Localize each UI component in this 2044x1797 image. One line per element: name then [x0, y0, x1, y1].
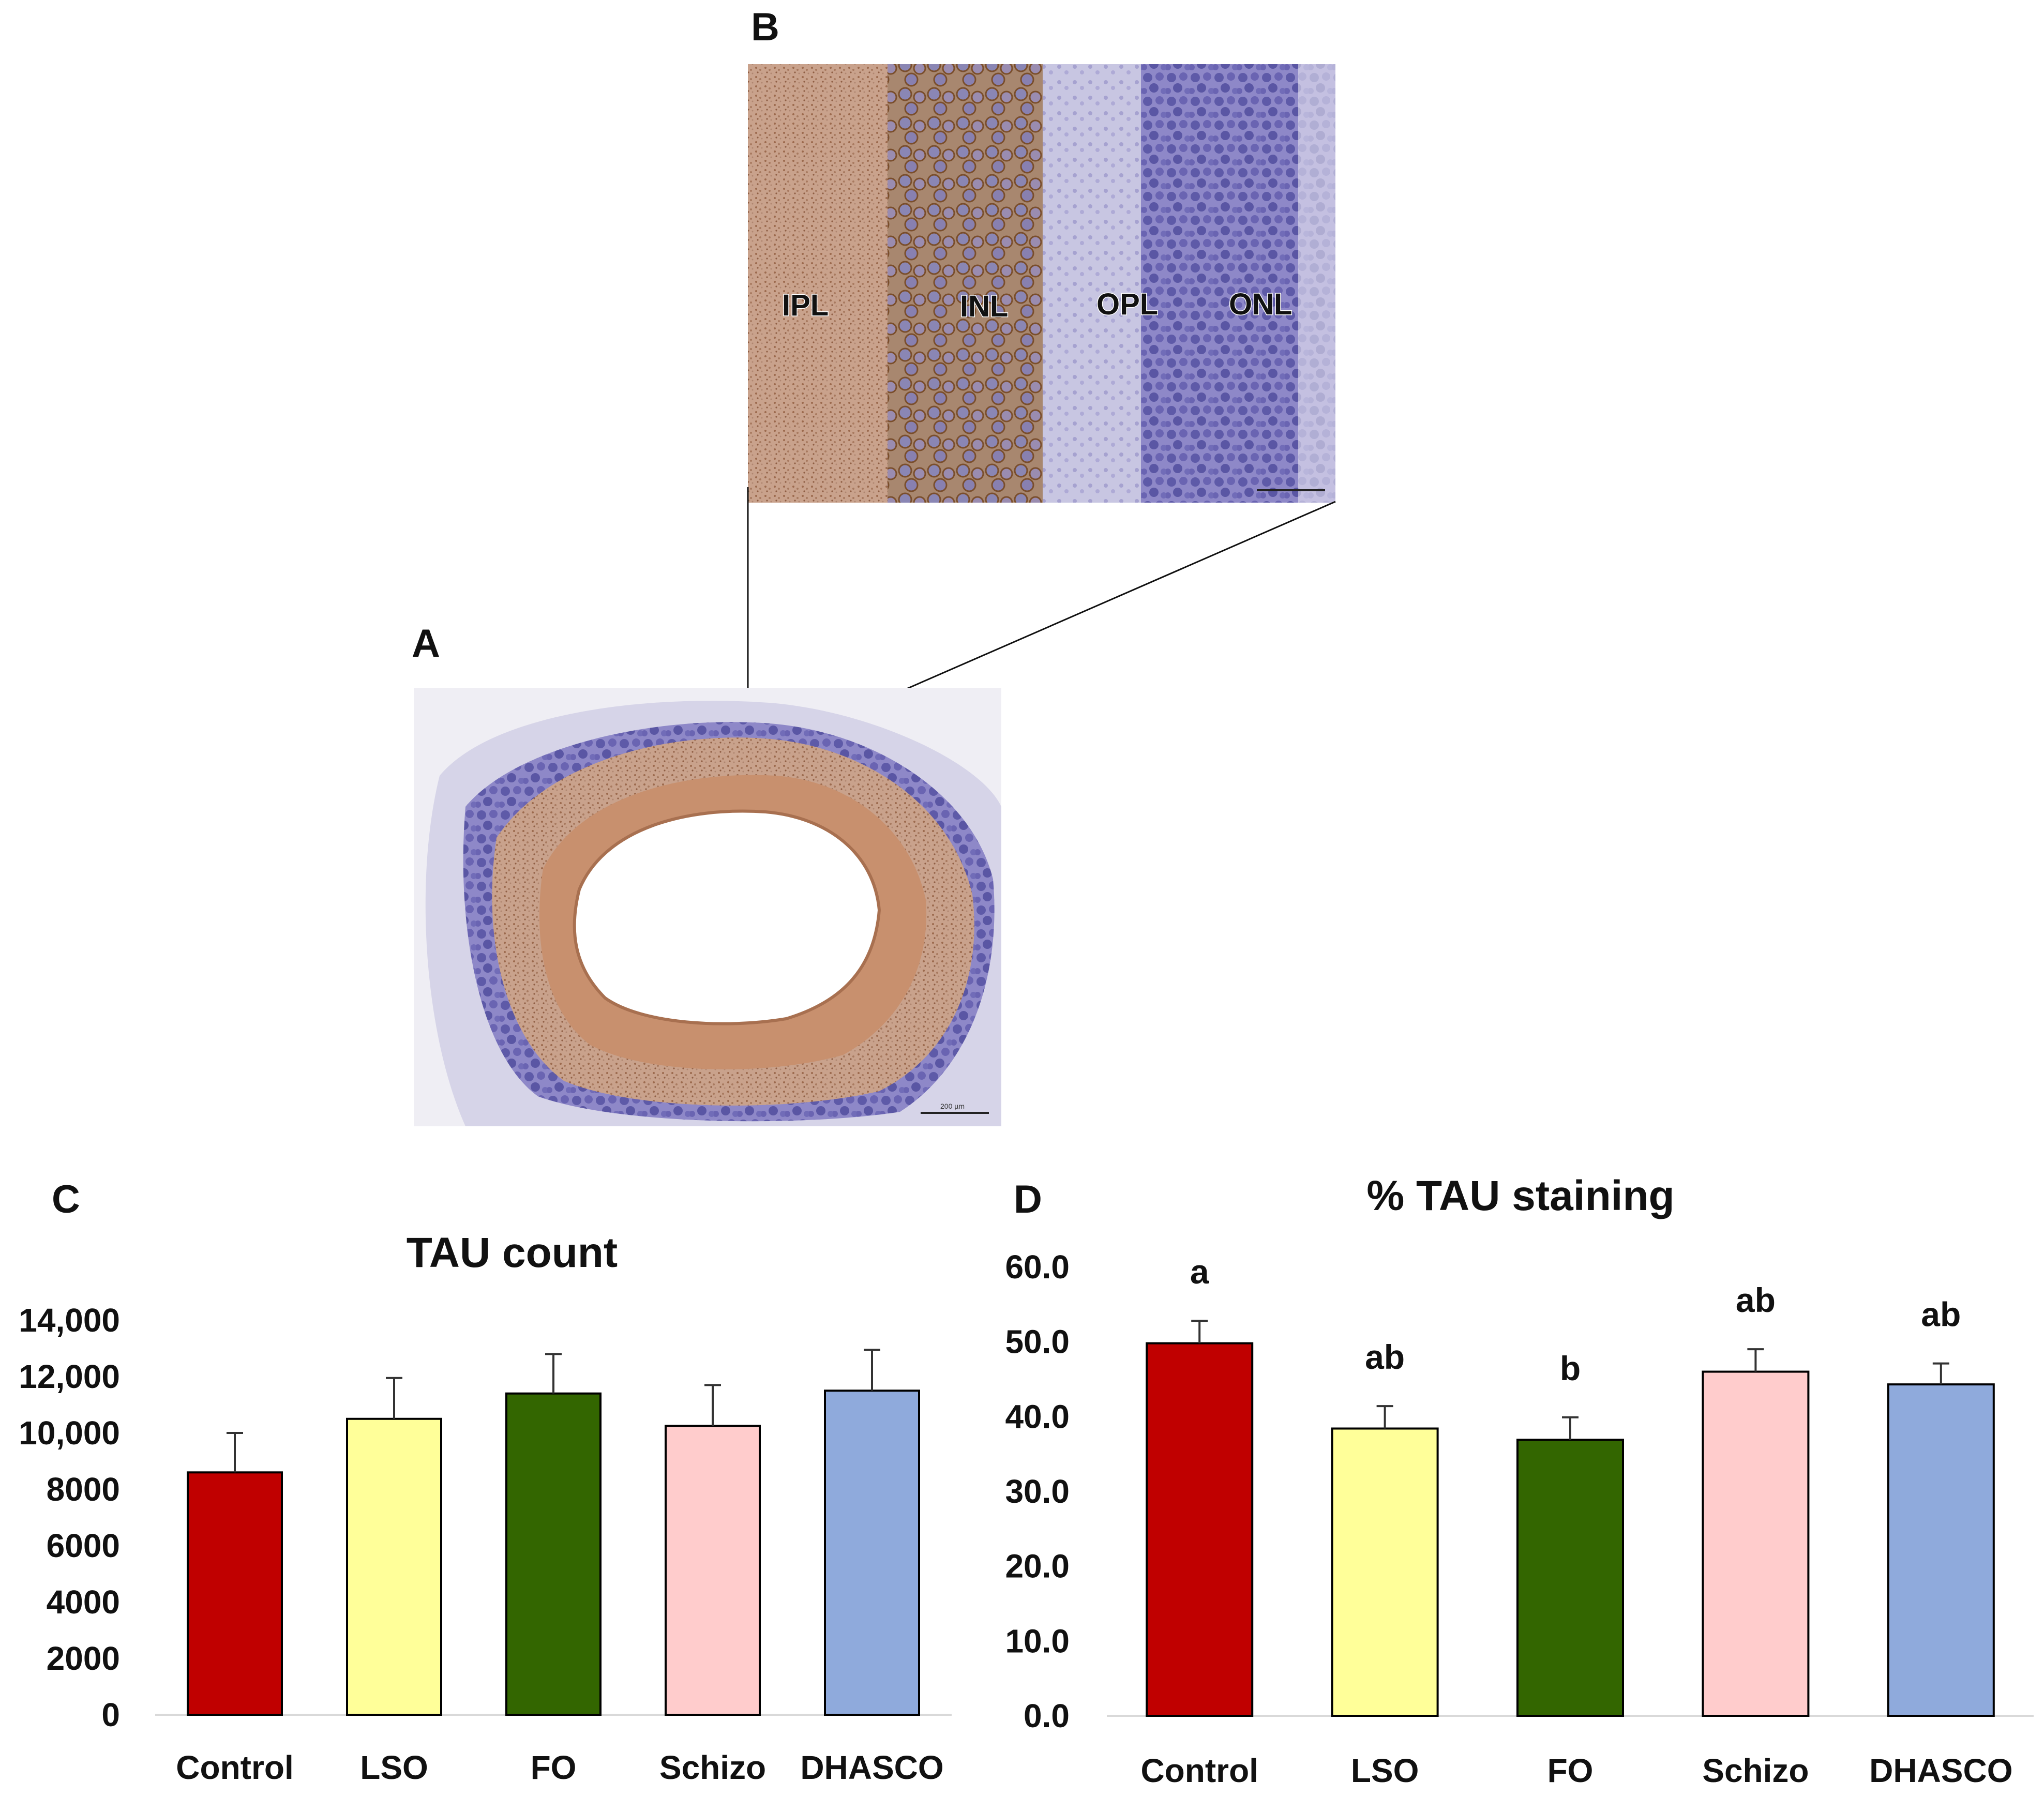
chart-c-category-label: Schizo: [659, 1749, 766, 1786]
chart-d-category-label: FO: [1547, 1752, 1594, 1789]
panel-label-a: A: [412, 622, 440, 666]
chart-c-y-tick-label: 0: [101, 1696, 120, 1733]
chart-d-category-label: LSO: [1351, 1752, 1419, 1789]
chart-d-y-tick-label: 30.0: [1005, 1473, 1070, 1510]
chart-c-bar-lso: [346, 1417, 442, 1716]
panel-label-d: D: [1014, 1177, 1042, 1221]
chart-d-category-label: Control: [1140, 1752, 1258, 1789]
chart-c-bar-control: [187, 1471, 283, 1716]
layer-label-onl: ONL: [1229, 288, 1292, 321]
chart-c-y-tick-label: 14,000: [19, 1302, 120, 1339]
panel-label-b: B: [751, 5, 779, 49]
chart-d-title: % TAU staining: [1366, 1172, 1674, 1219]
chart-c-y-tick-label: 10,000: [19, 1414, 120, 1452]
chart-c-title: TAU count: [407, 1229, 618, 1276]
chart-d-y-tick-label: 20.0: [1005, 1548, 1070, 1585]
chart-c-y-tick-label: 12,000: [19, 1358, 120, 1395]
chart-c-y-tick-label: 2000: [47, 1640, 120, 1677]
chart-c-category-label: FO: [531, 1749, 577, 1786]
chart-d-category-label: DHASCO: [1869, 1752, 2012, 1789]
chart-d-significance-label: ab: [1921, 1295, 1961, 1334]
chart-c-y-tick-label: 4000: [47, 1583, 120, 1621]
chart-d-significance-label: b: [1560, 1349, 1581, 1387]
scale-bar-a-text: 200 µm: [940, 1102, 965, 1110]
chart-c-bar-schizo: [665, 1425, 761, 1716]
layer-label-opl: OPL: [1096, 288, 1158, 321]
chart-c-y-tick-label: 6000: [47, 1527, 120, 1564]
chart-d-y-tick-label: 40.0: [1005, 1398, 1070, 1435]
chart-d-y-tick-label: 10.0: [1005, 1622, 1070, 1659]
chart-d-bar-control: [1146, 1342, 1254, 1717]
micrograph-b: IPL INL OPL ONL: [748, 64, 1335, 503]
chart-d-significance-label: ab: [1736, 1281, 1776, 1319]
chart-d-bar-fo: [1516, 1439, 1624, 1717]
panel-label-c: C: [52, 1177, 80, 1221]
chart-d: % TAU staining 0.0 10.0 20.0 30.0 40.0 50.0 60…: [1005, 1172, 2034, 1789]
chart-d-bar-schizo: [1702, 1370, 1810, 1717]
layer-label-inl: INL: [960, 290, 1008, 323]
chart-c-bar-dhasco: [824, 1390, 920, 1716]
chart-c-category-label: Control: [176, 1749, 294, 1786]
chart-d-significance-label: ab: [1365, 1338, 1405, 1376]
chart-d-y-tick-label: 0.0: [1024, 1697, 1070, 1734]
micrograph-a: 200 µm: [414, 688, 1001, 1126]
chart-d-y-tick-label: 50.0: [1005, 1323, 1070, 1361]
chart-c-bar-fo: [505, 1392, 602, 1716]
chart-d-category-label: Schizo: [1702, 1752, 1809, 1789]
chart-c-y-tick-label: 8000: [47, 1471, 120, 1508]
chart-c: TAU count 0 2000 4000 6000 8000 10,000 12,000 1…: [19, 1229, 952, 1786]
chart-c-category-label: LSO: [360, 1749, 428, 1786]
chart-d-significance-label: a: [1190, 1252, 1210, 1291]
chart-d-bar-lso: [1331, 1427, 1439, 1717]
layer-label-ipl: IPL: [782, 289, 829, 322]
chart-d-y-tick-label: 60.0: [1005, 1248, 1070, 1286]
chart-d-bar-dhasco: [1887, 1383, 1995, 1717]
chart-c-category-label: DHASCO: [800, 1749, 943, 1786]
